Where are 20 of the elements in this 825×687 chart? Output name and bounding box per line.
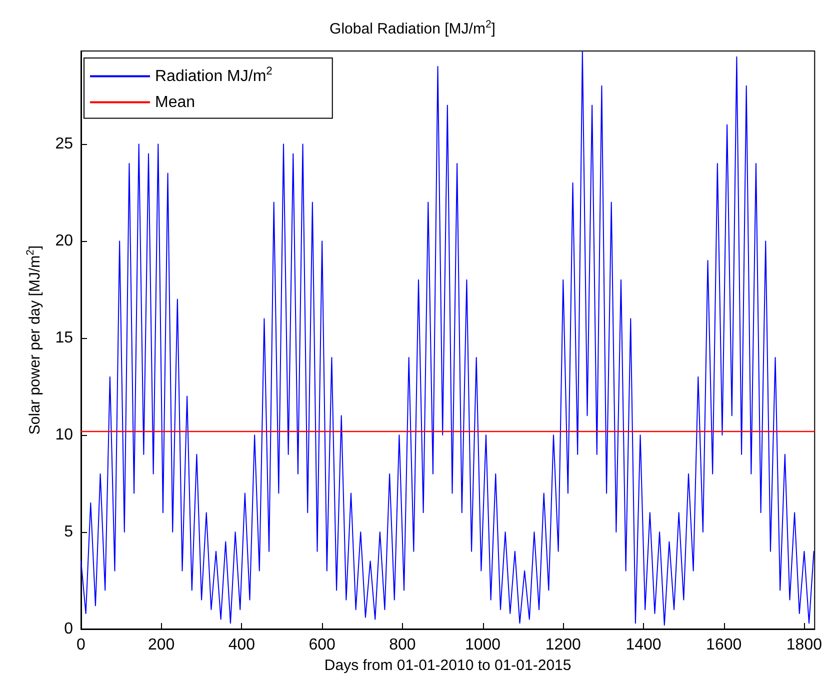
x-tick-label: 800 bbox=[389, 636, 416, 654]
x-tick-label: 1200 bbox=[545, 636, 582, 654]
x-tick-label: 1000 bbox=[464, 636, 501, 654]
x-axis-title: Days from 01-01-2010 to 01-01-2015 bbox=[324, 656, 572, 674]
y-tick-label: 15 bbox=[55, 330, 74, 347]
x-tick-label: 1800 bbox=[786, 636, 822, 654]
y-tick-label: 5 bbox=[64, 524, 74, 541]
x-tick-label: 400 bbox=[228, 636, 256, 654]
legend-label: Mean bbox=[155, 94, 196, 111]
y-tick-label: 0 bbox=[64, 620, 74, 638]
y-axis-title: Solar power per day [MJ/m2] bbox=[24, 245, 44, 435]
x-tick-label: 1600 bbox=[706, 636, 742, 654]
x-tick-label: 1400 bbox=[626, 636, 662, 654]
line-series bbox=[80, 50, 814, 626]
x-tick-label: 0 bbox=[76, 636, 86, 654]
x-tick-label: 200 bbox=[148, 636, 175, 654]
y-tick-label: 20 bbox=[55, 232, 74, 250]
y-tick-label: 25 bbox=[55, 136, 74, 153]
x-tick-label: 600 bbox=[308, 636, 336, 654]
y-tick-label: 10 bbox=[55, 426, 74, 444]
